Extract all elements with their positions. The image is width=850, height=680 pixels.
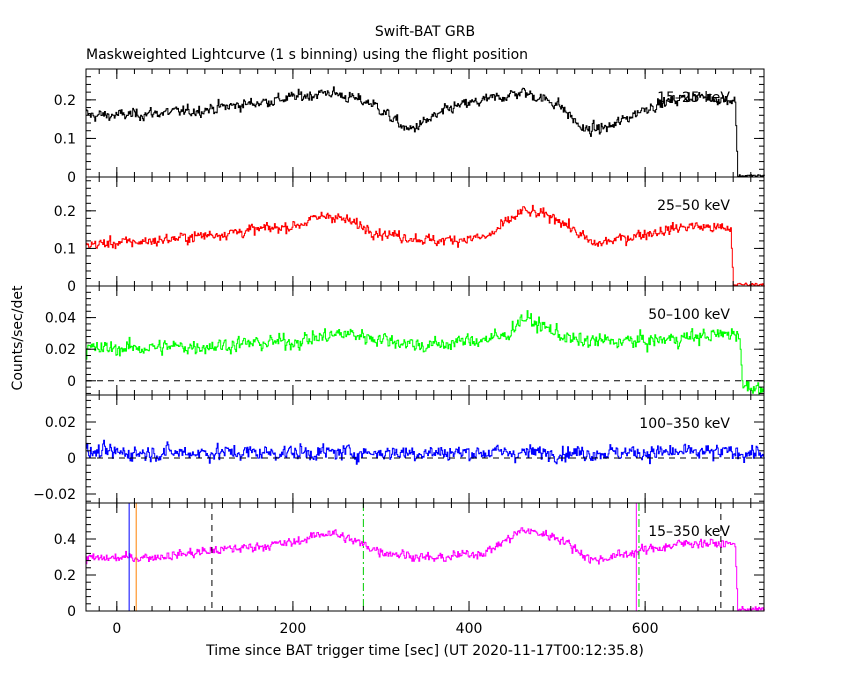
y-axis-label: Counts/sec/det <box>10 285 26 390</box>
chart-subtitle: Maskweighted Lightcurve (1 s binning) us… <box>86 47 528 63</box>
series-line-1 <box>86 204 765 287</box>
y-tick-label-0-2: 0.2 <box>54 93 76 109</box>
y-tick-label-1-0: 0 <box>67 279 76 295</box>
x-tick-label-3: 600 <box>632 621 659 637</box>
panel-15-350-kev: 0 0.2 0.4 15–350 keV <box>54 502 765 620</box>
x-tick-label-0: 0 <box>112 621 121 637</box>
x-ticks-group: 0 200 400 600 <box>112 621 658 637</box>
panels-group: 0 0.1 0.2 15–25 keV 0 0.1 0.2 25–50 keV 0 0.02 0.0… <box>33 68 765 620</box>
y-tick-label-0-0: 0 <box>67 170 76 186</box>
panel-15-25-kev: 0 0.1 0.2 15–25 keV <box>54 68 765 186</box>
chart-title: Swift-BAT GRB <box>375 24 475 40</box>
band-label-4: 15–350 keV <box>648 524 730 540</box>
panel-100-350-kev: −0.02 0 0.02 100–350 keV <box>33 394 765 504</box>
y-tick-label-2-0: 0 <box>67 374 76 390</box>
band-label-1: 25–50 keV <box>657 198 730 214</box>
series-line-4 <box>86 527 765 612</box>
y-tick-label-4-0: 0 <box>67 604 76 620</box>
band-label-0: 15–25 keV <box>657 90 730 106</box>
band-label-2: 50–100 keV <box>648 307 730 323</box>
y-tick-label-4-1: 0.2 <box>54 568 76 584</box>
y-tick-label-1-2: 0.2 <box>54 204 76 220</box>
series-line-3 <box>86 439 765 465</box>
panel-frame-0 <box>85 68 765 178</box>
series-line-0 <box>86 86 765 178</box>
y-tick-label-2-2: 0.04 <box>45 311 76 327</box>
y-tick-label-1-1: 0.1 <box>54 241 76 257</box>
y-tick-label-3-2: 0.02 <box>45 415 76 431</box>
y-tick-label-4-2: 0.4 <box>54 532 76 548</box>
x-tick-label-1: 200 <box>280 621 307 637</box>
series-line-2 <box>86 310 765 395</box>
panel-frame-4 <box>85 502 765 612</box>
y-tick-label-0-1: 0.1 <box>54 131 76 147</box>
panel-50-100-kev: 0 0.02 0.04 50–100 keV <box>45 285 765 396</box>
y-tick-label-2-1: 0.02 <box>45 342 76 358</box>
x-tick-label-2: 400 <box>456 621 483 637</box>
y-tick-label-3-0: −0.02 <box>33 487 76 503</box>
y-tick-label-3-1: 0 <box>67 451 76 467</box>
band-label-3: 100–350 keV <box>639 416 730 432</box>
x-axis-label: Time since BAT trigger time [sec] (UT 20… <box>205 643 644 659</box>
panel-25-50-kev: 0 0.1 0.2 25–50 keV <box>54 176 765 295</box>
